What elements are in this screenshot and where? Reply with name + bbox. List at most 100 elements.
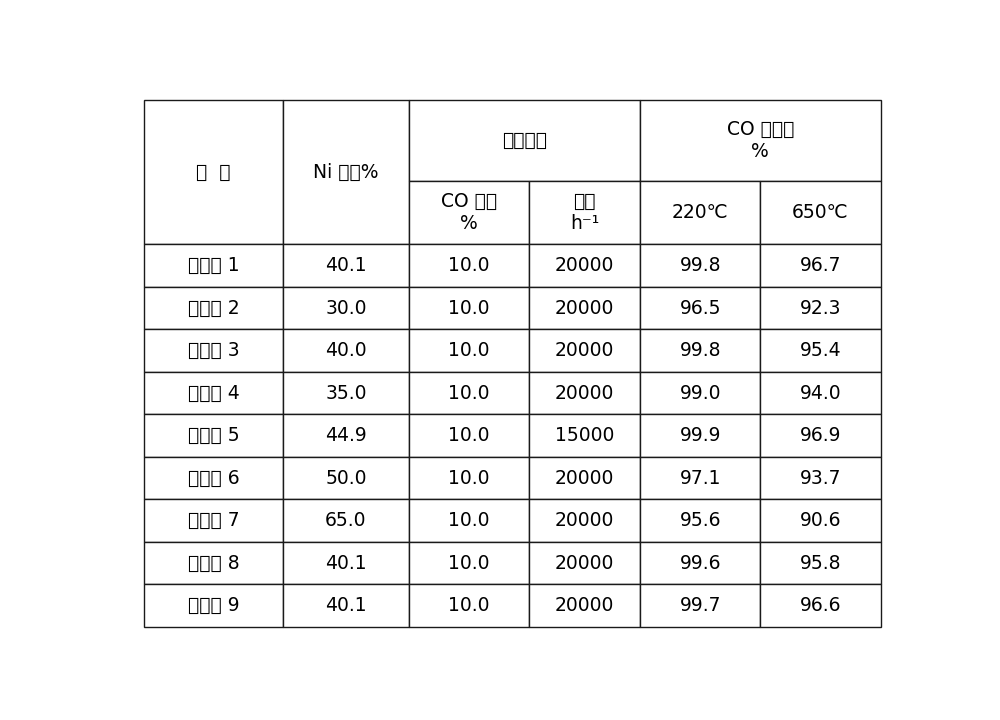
Bar	[283, 542, 409, 585]
Bar	[144, 244, 283, 287]
Bar	[529, 500, 640, 542]
Bar	[283, 585, 409, 627]
Text: 40.1: 40.1	[325, 554, 367, 572]
Bar	[640, 287, 760, 330]
Bar	[640, 415, 760, 457]
Text: 20000: 20000	[555, 384, 614, 402]
Text: 99.0: 99.0	[679, 384, 721, 402]
Text: 15000: 15000	[555, 426, 614, 445]
Text: 10.0: 10.0	[448, 299, 490, 318]
Text: 实施例 2: 实施例 2	[188, 299, 239, 318]
Text: 94.0: 94.0	[800, 384, 841, 402]
Text: 65.0: 65.0	[325, 511, 367, 530]
Text: 96.5: 96.5	[679, 299, 721, 318]
Text: 20000: 20000	[555, 469, 614, 487]
Text: 90.6: 90.6	[800, 511, 841, 530]
Bar	[409, 415, 529, 457]
Bar	[283, 287, 409, 330]
Bar	[640, 542, 760, 585]
Text: 92.3: 92.3	[800, 299, 841, 318]
Text: 99.6: 99.6	[679, 554, 721, 572]
Text: 实施例 7: 实施例 7	[188, 511, 239, 530]
Text: 40.1: 40.1	[325, 596, 367, 615]
Bar	[144, 100, 283, 244]
Text: 10.0: 10.0	[448, 256, 490, 275]
Text: 96.6: 96.6	[800, 596, 841, 615]
Bar	[640, 457, 760, 500]
Bar	[529, 415, 640, 457]
Text: 10.0: 10.0	[448, 511, 490, 530]
Bar	[283, 100, 409, 244]
Bar	[640, 500, 760, 542]
Text: Ni 含量%: Ni 含量%	[313, 163, 379, 182]
Text: 95.8: 95.8	[800, 554, 841, 572]
Bar	[144, 457, 283, 500]
Bar	[640, 585, 760, 627]
Bar	[283, 372, 409, 415]
Text: 实施例 9: 实施例 9	[188, 596, 239, 615]
Bar	[409, 372, 529, 415]
Bar	[640, 100, 881, 181]
Bar	[144, 500, 283, 542]
Bar	[760, 244, 881, 287]
Bar	[640, 372, 760, 415]
Text: 实施例 3: 实施例 3	[188, 341, 239, 360]
Bar	[529, 542, 640, 585]
Text: 名  称: 名 称	[196, 163, 231, 182]
Bar	[283, 415, 409, 457]
Bar	[529, 244, 640, 287]
Text: CO 转化率
%: CO 转化率 %	[727, 120, 794, 161]
Text: 99.7: 99.7	[679, 596, 721, 615]
Text: 44.9: 44.9	[325, 426, 367, 445]
Bar	[760, 372, 881, 415]
Bar	[283, 500, 409, 542]
Bar	[283, 330, 409, 372]
Text: 40.0: 40.0	[325, 341, 367, 360]
Bar	[144, 372, 283, 415]
Bar	[144, 287, 283, 330]
Text: 20000: 20000	[555, 596, 614, 615]
Text: 实施例 5: 实施例 5	[188, 426, 239, 445]
Bar	[760, 500, 881, 542]
Text: 99.8: 99.8	[679, 341, 721, 360]
Bar	[409, 457, 529, 500]
Bar	[409, 542, 529, 585]
Text: 96.9: 96.9	[800, 426, 841, 445]
Text: 650℃: 650℃	[792, 203, 849, 222]
Text: 220℃: 220℃	[672, 203, 728, 222]
Bar	[529, 181, 640, 244]
Bar	[409, 181, 529, 244]
Bar	[144, 330, 283, 372]
Bar	[640, 330, 760, 372]
Text: 20000: 20000	[555, 511, 614, 530]
Bar	[529, 372, 640, 415]
Text: 99.8: 99.8	[679, 256, 721, 275]
Bar	[760, 585, 881, 627]
Bar	[409, 244, 529, 287]
Bar	[409, 585, 529, 627]
Text: 10.0: 10.0	[448, 384, 490, 402]
Text: 实施例 8: 实施例 8	[188, 554, 239, 572]
Bar	[409, 287, 529, 330]
Bar	[144, 585, 283, 627]
Text: 99.9: 99.9	[679, 426, 721, 445]
Bar	[760, 457, 881, 500]
Bar	[409, 330, 529, 372]
Text: 10.0: 10.0	[448, 426, 490, 445]
Bar	[283, 244, 409, 287]
Text: 96.7: 96.7	[800, 256, 841, 275]
Bar	[283, 457, 409, 500]
Text: 20000: 20000	[555, 341, 614, 360]
Text: 30.0: 30.0	[325, 299, 367, 318]
Text: 35.0: 35.0	[325, 384, 367, 402]
Text: 实施例 4: 实施例 4	[188, 384, 239, 402]
Bar	[760, 181, 881, 244]
Text: 实施例 6: 实施例 6	[188, 469, 239, 487]
Text: 实施例 1: 实施例 1	[188, 256, 239, 275]
Bar	[529, 330, 640, 372]
Bar	[760, 330, 881, 372]
Bar	[640, 244, 760, 287]
Text: 评价条件: 评价条件	[502, 131, 547, 150]
Bar	[529, 287, 640, 330]
Text: 10.0: 10.0	[448, 554, 490, 572]
